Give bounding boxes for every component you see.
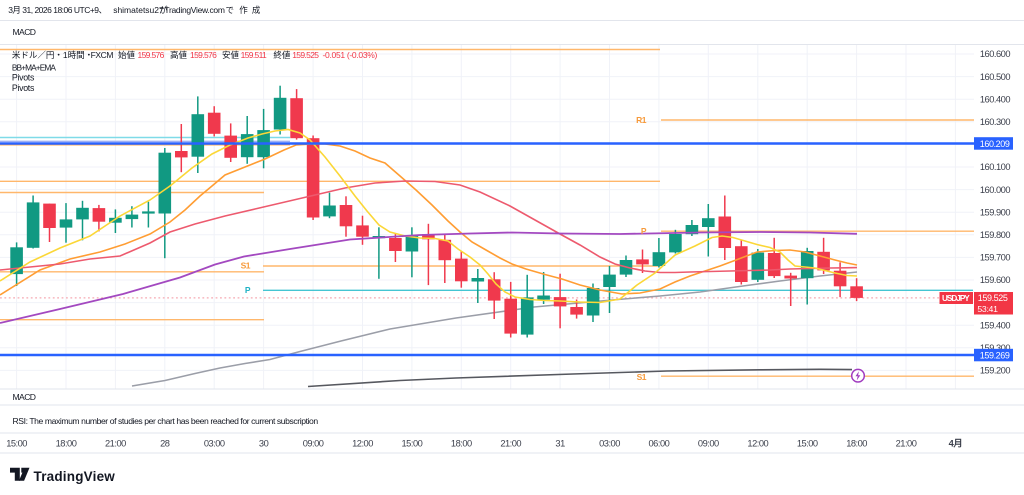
svg-text:FXCM: FXCM (91, 50, 114, 60)
svg-text:159.200: 159.200 (980, 366, 1010, 376)
svg-text:12:00: 12:00 (352, 438, 373, 448)
svg-text:で: で (226, 5, 235, 15)
svg-text:が: が (159, 5, 168, 15)
svg-text:18:00: 18:00 (846, 438, 867, 448)
svg-text:53:41: 53:41 (977, 304, 998, 314)
svg-text:159.511: 159.511 (241, 50, 267, 60)
svg-text:21:00: 21:00 (105, 438, 126, 448)
svg-text:159.576: 159.576 (138, 50, 165, 60)
svg-text:MACD: MACD (13, 392, 36, 402)
svg-text:Pivots: Pivots (12, 72, 35, 82)
svg-text:TradingView: TradingView (34, 469, 116, 484)
svg-text:21:00: 21:00 (896, 438, 917, 448)
svg-text:RSI: The maximum number of stu: RSI: The maximum number of studies per c… (13, 416, 319, 426)
svg-text:-0.051 (-0.03%): -0.051 (-0.03%) (323, 50, 378, 60)
svg-text:159.269: 159.269 (980, 350, 1010, 360)
svg-text:160.300: 160.300 (980, 117, 1010, 127)
svg-text:S1: S1 (241, 261, 251, 271)
svg-text:31: 31 (555, 438, 565, 448)
svg-text:160.209: 160.209 (980, 139, 1010, 149)
svg-text:USDJPY: USDJPY (942, 294, 970, 303)
svg-text:15:00: 15:00 (6, 438, 27, 448)
svg-text:28: 28 (160, 438, 170, 448)
svg-text:3月 31, 2026 18:06 UTC+9、: 3月 31, 2026 18:06 UTC+9、 (8, 5, 106, 15)
svg-text:米ドル／円・1時間・: 米ドル／円・1時間・ (12, 50, 93, 60)
svg-text:30: 30 (259, 438, 269, 448)
svg-text:159.400: 159.400 (980, 320, 1010, 330)
svg-text:160.000: 160.000 (980, 185, 1010, 195)
svg-text:159.900: 159.900 (980, 207, 1010, 217)
svg-text:03:00: 03:00 (599, 438, 620, 448)
svg-text:shimatetsu27: shimatetsu27 (113, 5, 164, 15)
svg-text:159.525: 159.525 (978, 293, 1008, 303)
svg-text:06:00: 06:00 (649, 438, 670, 448)
svg-text:09:00: 09:00 (698, 438, 719, 448)
svg-text:成: 成 (252, 5, 261, 15)
svg-text:15:00: 15:00 (797, 438, 818, 448)
svg-text:TradingView.com: TradingView.com (164, 5, 224, 15)
svg-text:160.100: 160.100 (980, 162, 1010, 172)
svg-text:159.576: 159.576 (190, 50, 217, 60)
svg-text:P: P (245, 285, 251, 295)
svg-text:21:00: 21:00 (500, 438, 521, 448)
svg-text:03:00: 03:00 (204, 438, 225, 448)
svg-text:160.400: 160.400 (980, 94, 1010, 104)
svg-text:BB+MA+EMA: BB+MA+EMA (12, 63, 56, 73)
svg-text:Pivots: Pivots (12, 83, 35, 93)
svg-text:P: P (641, 226, 647, 236)
svg-text:160.600: 160.600 (980, 49, 1010, 59)
svg-text:18:00: 18:00 (56, 438, 77, 448)
svg-text:始値: 始値 (118, 50, 136, 60)
svg-text:159.600: 159.600 (980, 275, 1010, 285)
svg-text:160.500: 160.500 (980, 72, 1010, 82)
svg-text:12:00: 12:00 (747, 438, 768, 448)
svg-text:159.525: 159.525 (292, 50, 319, 60)
svg-text:R1: R1 (636, 115, 647, 125)
svg-text:18:00: 18:00 (451, 438, 472, 448)
svg-text:S1: S1 (637, 372, 647, 382)
svg-text:作: 作 (239, 5, 248, 15)
svg-text:159.800: 159.800 (980, 230, 1010, 240)
svg-text:15:00: 15:00 (402, 438, 423, 448)
svg-text:09:00: 09:00 (303, 438, 324, 448)
svg-text:MACD: MACD (13, 27, 36, 37)
svg-text:安値: 安値 (222, 50, 240, 60)
svg-text:高値: 高値 (170, 50, 188, 60)
svg-text:終値: 終値 (273, 50, 291, 60)
svg-text:159.700: 159.700 (980, 253, 1010, 263)
svg-text:159.300: 159.300 (980, 343, 1010, 353)
svg-text:4月: 4月 (949, 438, 962, 448)
